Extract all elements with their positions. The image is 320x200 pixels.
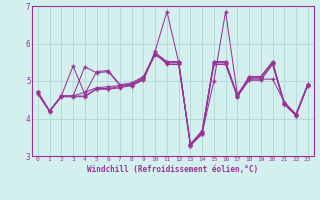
X-axis label: Windchill (Refroidissement éolien,°C): Windchill (Refroidissement éolien,°C)	[87, 165, 258, 174]
